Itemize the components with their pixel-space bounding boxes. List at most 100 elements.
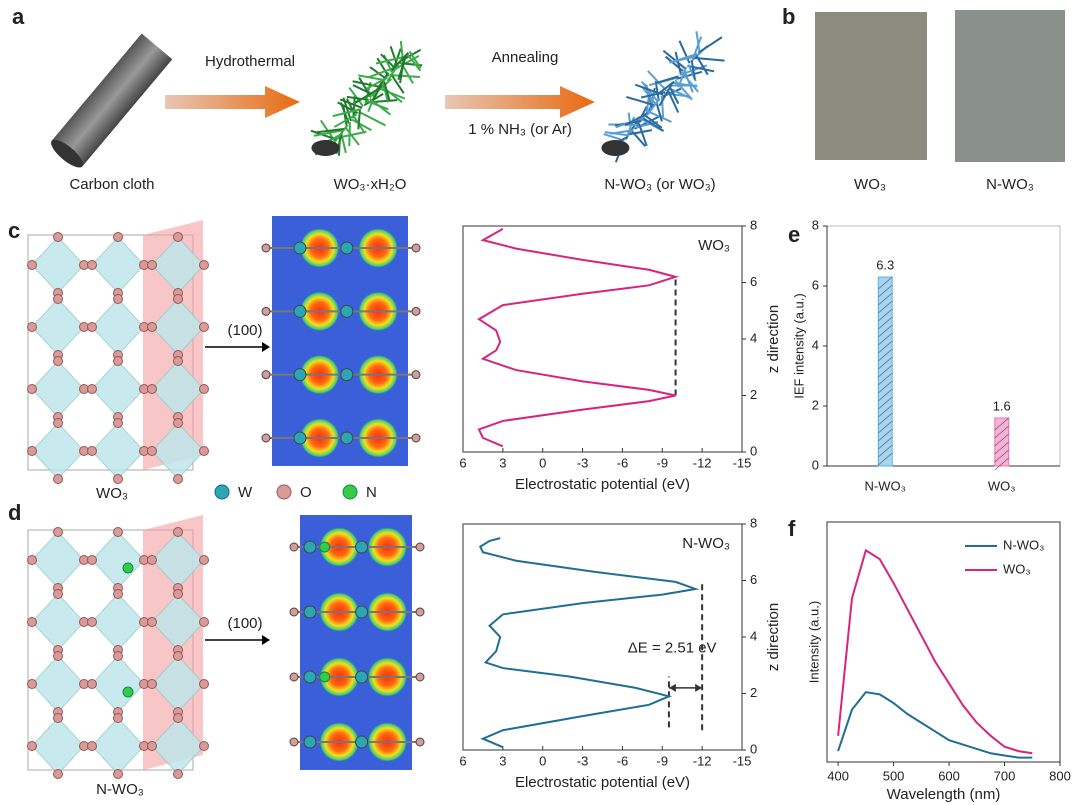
panel-label: f [788, 516, 796, 541]
oxygen-atom [28, 385, 37, 394]
atom [262, 371, 270, 379]
oxygen-atom [114, 357, 123, 366]
nitrogen-atom [123, 687, 133, 697]
y-tick-label: 4 [750, 330, 757, 345]
octahedron [92, 237, 144, 293]
oxygen-atom [174, 295, 183, 304]
y-tick-label: 0 [750, 443, 757, 458]
arrow [262, 635, 270, 645]
plane-label: (100) [227, 322, 262, 339]
oxygen-atom [88, 742, 97, 751]
oxygen-atom [54, 475, 63, 484]
bar [995, 418, 1009, 466]
x-axis-label: Electrostatic potential (eV) [515, 774, 690, 791]
octahedron [32, 361, 84, 417]
atom [341, 369, 353, 381]
oxygen-atom [28, 680, 37, 689]
octahedron [92, 299, 144, 355]
atom [290, 608, 298, 616]
oxygen-atom [114, 714, 123, 723]
spectrum-line [838, 550, 1032, 753]
atom [262, 244, 270, 252]
oxygen-atom [54, 770, 63, 779]
oxygen-atom [54, 295, 63, 304]
atom [304, 541, 316, 553]
x-tick-label: -9 [657, 455, 669, 470]
x-tick-label: 700 [994, 768, 1016, 783]
oxygen-atom [114, 295, 123, 304]
oxygen-atom [174, 770, 183, 779]
oxygen-atom [174, 419, 183, 428]
octahedron [92, 718, 144, 774]
oxygen-atom [174, 233, 183, 242]
y-axis-label: z direction [765, 603, 782, 671]
oxygen-atom [148, 447, 157, 456]
oxygen-atom [148, 618, 157, 627]
oxygen-atom [88, 385, 97, 394]
octahedron [32, 594, 84, 650]
rod-end [311, 140, 339, 156]
atom [304, 671, 316, 683]
panel-label: c [8, 218, 20, 243]
oxygen-atom [174, 652, 183, 661]
oxygen-atom [88, 261, 97, 270]
carbon-cloth-rod [47, 34, 172, 172]
y-tick-label: 8 [750, 217, 757, 232]
oxygen-atom [28, 742, 37, 751]
legend-label: N [366, 484, 377, 501]
nanorod-array [311, 41, 422, 156]
x-tick-label: 6 [459, 455, 466, 470]
x-tick-label: N-WO₃ [865, 478, 906, 493]
y-tick-label: 4 [750, 628, 757, 643]
octahedron [92, 423, 144, 479]
y-tick-label: 6 [750, 572, 757, 587]
oxygen-atom [148, 556, 157, 565]
x-tick-label: -15 [733, 455, 752, 470]
octahedron [92, 594, 144, 650]
x-axis-label: Wavelength (nm) [887, 786, 1001, 803]
plot-frame [827, 522, 1060, 762]
oxygen-atom [54, 419, 63, 428]
nanorod [391, 46, 398, 65]
x-tick-label: WO₃ [988, 478, 1016, 493]
x-tick-label: 3 [499, 753, 506, 768]
arrow-head [669, 684, 676, 692]
atom [290, 543, 298, 551]
atom [412, 244, 420, 252]
structure-label: N-WO₃ [96, 781, 144, 798]
arrow [165, 86, 300, 118]
oxygen-atom [54, 357, 63, 366]
nanorod [390, 75, 420, 77]
panel-label: e [788, 222, 800, 247]
profile-line [479, 229, 676, 447]
nitrogen-atom [320, 542, 330, 552]
oxygen-atom [200, 680, 209, 689]
spectrum-line [838, 692, 1032, 757]
x-axis-label: Electrostatic potential (eV) [515, 476, 690, 493]
x-tick-label: 0 [539, 753, 546, 768]
plot-frame [827, 226, 1060, 466]
x-tick-label: -12 [693, 455, 712, 470]
y-tick-label: 2 [750, 387, 757, 402]
x-tick-label: 500 [883, 768, 905, 783]
octahedron [32, 718, 84, 774]
plot-frame [463, 226, 742, 452]
material-label: Carbon cloth [69, 176, 154, 193]
atom [262, 307, 270, 315]
legend-label: O [300, 484, 312, 501]
oxygen-atom [174, 528, 183, 537]
atom [356, 736, 368, 748]
x-tick-label: -12 [693, 753, 712, 768]
x-tick-label: -6 [617, 455, 629, 470]
oxygen-atom [148, 385, 157, 394]
panel-label: d [8, 500, 21, 525]
oxygen-atom [148, 323, 157, 332]
oxygen-atom [174, 714, 183, 723]
oxygen-atom [28, 323, 37, 332]
value-label: 6.3 [876, 257, 894, 272]
oxygen-atom [200, 323, 209, 332]
y-tick-label: 8 [750, 515, 757, 530]
oxygen-atom [54, 652, 63, 661]
atom [290, 738, 298, 746]
